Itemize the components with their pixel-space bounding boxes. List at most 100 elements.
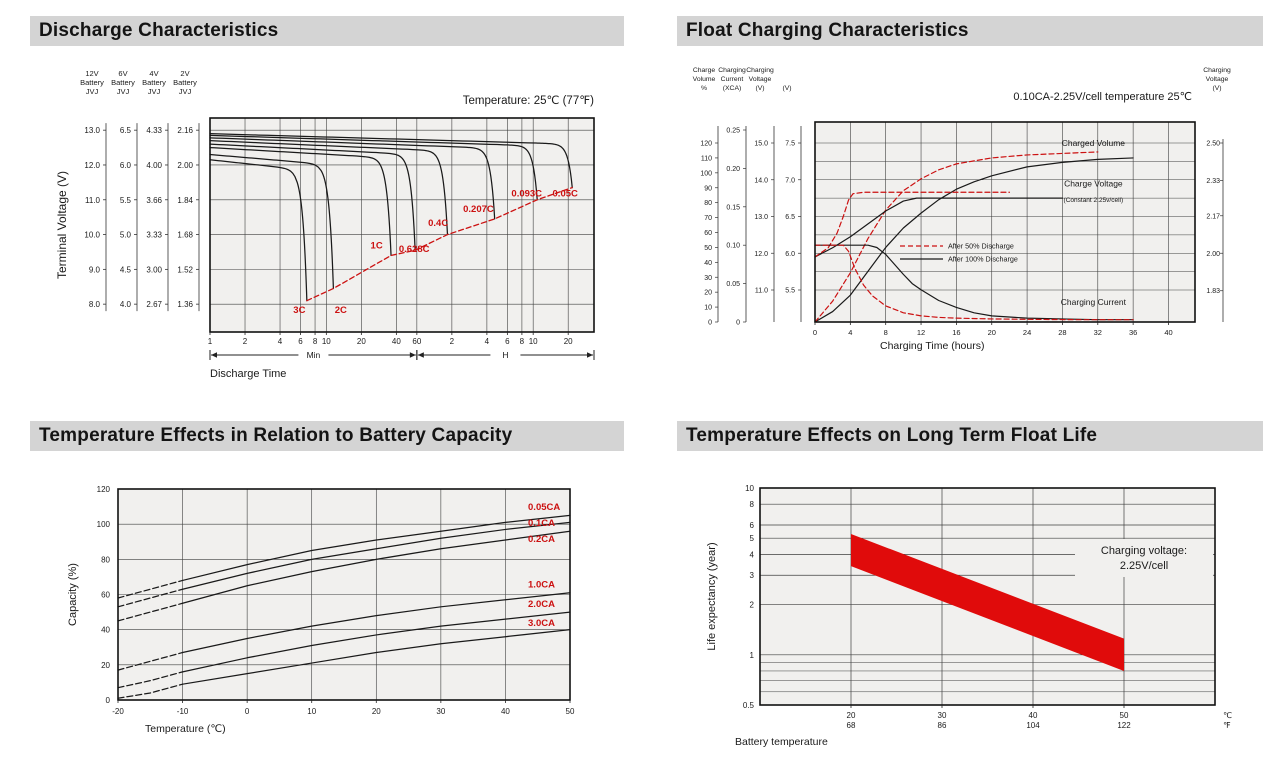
section-title: Float Charging Characteristics [686,20,969,41]
svg-text:6: 6 [298,337,303,346]
section-header-discharge: Discharge Characteristics [30,16,624,46]
svg-text:Battery temperature: Battery temperature [735,736,828,748]
svg-text:Terminal Voltage (V): Terminal Voltage (V) [55,171,69,279]
svg-text:5.5: 5.5 [120,196,132,205]
svg-text:11.0: 11.0 [755,288,768,295]
svg-text:Charging Current: Charging Current [1061,297,1127,307]
svg-text:20: 20 [357,337,366,346]
svg-text:5.0: 5.0 [120,231,132,240]
svg-text:Voltage: Voltage [1206,76,1229,83]
svg-text:1.68: 1.68 [177,231,193,240]
life-expectancy-band [851,533,1124,671]
svg-text:60: 60 [704,230,712,237]
svg-text:3.66: 3.66 [146,196,162,205]
curve-labels: Charged Volume Charge Voltage (Constant 2.… [1061,138,1127,307]
svg-text:30: 30 [436,707,445,716]
svg-text:Charge: Charge [693,67,716,74]
svg-text:6.5: 6.5 [785,214,795,221]
svg-text:Battery: Battery [173,78,197,87]
svg-text:4: 4 [750,550,755,559]
svg-text:JVJ: JVJ [148,87,161,96]
svg-text:1.84: 1.84 [177,196,193,205]
svg-text:Life expectancy (year): Life expectancy (year) [706,542,718,650]
legend: After 50% Discharge After 100% Discharge [900,242,1018,264]
svg-text:11.0: 11.0 [85,196,101,205]
svg-text:Capacity (%): Capacity (%) [67,563,79,626]
svg-text:13.0: 13.0 [84,126,100,135]
svg-text:(V): (V) [782,85,791,92]
svg-text:122: 122 [1117,721,1131,730]
svg-text:4: 4 [848,328,852,337]
svg-text:14.0: 14.0 [754,177,768,184]
svg-text:JVJ: JVJ [86,87,99,96]
svg-text:24: 24 [1023,328,1031,337]
svg-text:1.36: 1.36 [177,300,193,309]
svg-text:32: 32 [1094,328,1102,337]
svg-text:6: 6 [505,337,510,346]
cutoff-voltage-line [306,186,573,302]
svg-text:0.093C: 0.093C [511,188,542,199]
svg-text:8: 8 [884,328,888,337]
svg-text:20: 20 [847,711,856,720]
svg-text:40: 40 [1029,711,1038,720]
svg-text:2C: 2C [335,305,347,316]
svg-text:3.0CA: 3.0CA [528,618,555,629]
svg-text:30: 30 [704,275,712,282]
svg-text:28: 28 [1058,328,1066,337]
svg-text:Voltage: Voltage [749,76,772,83]
svg-text:8.0: 8.0 [89,300,101,309]
svg-text:0.5: 0.5 [743,701,755,710]
discharge-characteristics-chart: 12VBatteryJVJ13.012.011.010.09.08.06VBat… [55,69,595,380]
svg-text:(V): (V) [1212,85,1221,92]
section-title: Temperature Effects in Relation to Batte… [39,425,513,446]
series-curves [117,514,571,699]
svg-text:Min: Min [307,350,321,360]
svg-text:0.05C: 0.05C [553,188,578,199]
svg-text:12.0: 12.0 [754,251,768,258]
svg-text:70: 70 [704,215,712,222]
svg-text:40: 40 [704,260,712,267]
svg-text:2: 2 [243,337,248,346]
svg-text:12V: 12V [85,69,98,78]
svg-text:10: 10 [704,305,712,312]
svg-text:100: 100 [700,170,712,177]
svg-text:1.52: 1.52 [177,265,193,274]
series-curves [814,151,1134,323]
svg-text:4: 4 [278,337,283,346]
svg-text:13.0: 13.0 [754,214,768,221]
svg-text:Charging: Charging [718,67,746,74]
svg-text:4.5: 4.5 [120,265,132,274]
svg-text:3C: 3C [293,305,305,316]
svg-text:Discharge Time: Discharge Time [210,368,286,380]
svg-text:2.33: 2.33 [1206,178,1220,185]
svg-text:2.00: 2.00 [1206,251,1220,258]
svg-text:6.5: 6.5 [120,126,132,135]
svg-text:0: 0 [708,320,712,327]
svg-text:℉: ℉ [1223,721,1231,730]
svg-text:1.0CA: 1.0CA [528,579,555,590]
svg-text:110: 110 [701,155,712,162]
svg-text:5: 5 [750,534,755,543]
svg-text:40: 40 [392,337,401,346]
temperature-annotation: Temperature: 25℃ (77℉) [463,95,594,107]
y-axis: 10 8 6 5 4 3 2 1 0.5 Life expectancy (year) [706,484,755,710]
svg-text:10: 10 [745,484,754,493]
svg-text:After 100% Discharge: After 100% Discharge [948,255,1018,264]
svg-text:0.628C: 0.628C [399,244,430,255]
svg-text:Charging: Charging [746,67,774,74]
svg-text:0: 0 [736,320,740,327]
svg-text:2.00: 2.00 [177,161,193,170]
svg-text:1C: 1C [371,240,383,251]
svg-text:3.33: 3.33 [146,231,162,240]
svg-text:120: 120 [700,141,712,148]
y-axis: 0 20 40 60 80 100 120 Capacity (%) [67,485,111,705]
svg-text:Charge Voltage: Charge Voltage [1064,178,1123,188]
svg-text:6: 6 [750,521,755,530]
svg-text:8: 8 [750,500,755,509]
svg-text:0.207C: 0.207C [463,204,494,215]
svg-text:8: 8 [313,337,318,346]
svg-text:2V: 2V [180,69,189,78]
svg-text:(Constant 2.25v/cell): (Constant 2.25v/cell) [1064,197,1124,204]
svg-text:0.10CA-2.25V/cell temperature: 0.10CA-2.25V/cell temperature 25℃ [1013,91,1192,103]
